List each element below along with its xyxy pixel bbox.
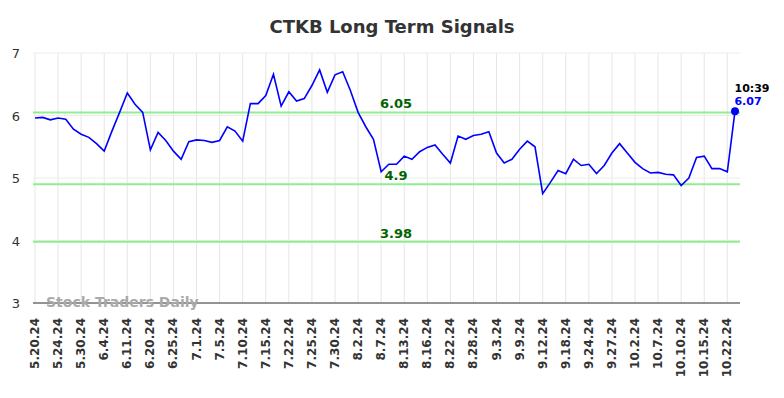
x-tick-label: 9.3.24 xyxy=(490,318,504,361)
x-tick-label: 9.9.24 xyxy=(513,318,527,361)
signal-label: 6.05 xyxy=(380,96,412,111)
x-tick-label: 9.12.24 xyxy=(536,318,550,369)
x-tick-label: 10.15.24 xyxy=(697,318,711,377)
x-tick-label: 8.16.24 xyxy=(420,318,434,369)
y-tick-label: 3 xyxy=(12,296,20,311)
y-tick-label: 6 xyxy=(12,109,20,124)
last-value-label: 6.07 xyxy=(734,95,761,108)
watermark: Stock Traders Daily xyxy=(46,294,199,310)
x-tick-label: 7.5.24 xyxy=(213,318,227,361)
x-tick-label: 10.2.24 xyxy=(628,318,642,369)
x-tick-label: 8.22.24 xyxy=(443,318,457,369)
x-tick-label: 5.24.24 xyxy=(51,318,65,369)
plot-area xyxy=(33,70,740,242)
x-tick-label: 5.30.24 xyxy=(74,318,88,369)
x-tick-label: 6.11.24 xyxy=(120,318,134,369)
x-tick-label: 8.7.24 xyxy=(374,318,388,361)
x-tick-label: 9.24.24 xyxy=(582,318,596,369)
x-tick-label: 7.10.24 xyxy=(236,318,250,369)
signal-line xyxy=(33,111,740,113)
x-tick-label: 6.4.24 xyxy=(97,318,111,361)
x-tick-label: 10.10.24 xyxy=(674,318,688,377)
x-tick-label: 7.1.24 xyxy=(190,318,204,361)
x-tick-label: 7.15.24 xyxy=(259,318,273,369)
grid-line-y xyxy=(33,115,740,116)
y-tick-label: 7 xyxy=(12,46,20,61)
x-tick-label: 6.20.24 xyxy=(143,318,157,369)
y-tick-label: 5 xyxy=(12,171,20,186)
x-tick-label: 7.25.24 xyxy=(305,318,319,369)
x-tick-label: 8.2.24 xyxy=(351,318,365,361)
signal-label: 4.9 xyxy=(384,168,407,183)
x-tick-label: 10.22.24 xyxy=(720,318,734,377)
last-point xyxy=(731,107,739,115)
signal-line xyxy=(33,241,740,243)
x-tick-label: 8.13.24 xyxy=(397,318,411,369)
chart: CTKB Long Term Signals 3 4 5 6 7 5.20.24 5.24.2… xyxy=(0,0,784,398)
time-label: 10:39 xyxy=(734,82,769,95)
x-tick-label: 9.27.24 xyxy=(605,318,619,369)
x-tick-label: 10.7.24 xyxy=(651,318,665,369)
x-tick-label: 6.25.24 xyxy=(166,318,180,369)
price-line xyxy=(35,70,735,194)
signal-line xyxy=(33,183,740,185)
x-tick-label: 7.30.24 xyxy=(328,318,342,369)
y-tick-label: 4 xyxy=(12,234,20,249)
x-tick-label: 7.22.24 xyxy=(282,318,296,369)
x-tick-label: 8.28.24 xyxy=(466,318,480,369)
x-tick-label: 5.20.24 xyxy=(28,318,42,369)
grid-line-y xyxy=(33,53,740,54)
x-tick-label: 9.18.24 xyxy=(559,318,573,369)
title: CTKB Long Term Signals xyxy=(269,16,514,37)
signal-label: 3.98 xyxy=(380,226,412,241)
